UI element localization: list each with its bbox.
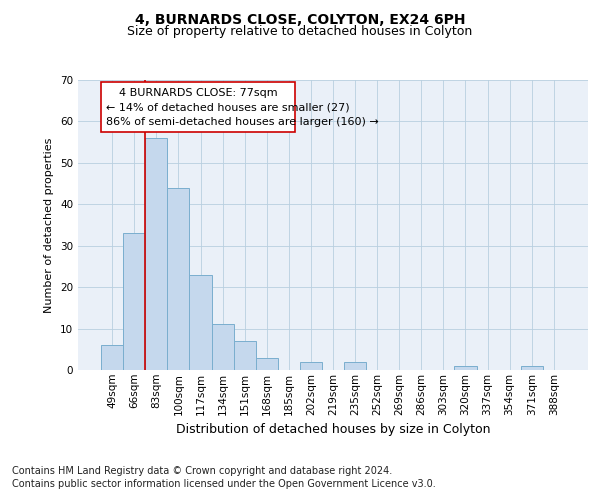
Bar: [145, 138, 167, 370]
FancyBboxPatch shape: [101, 82, 295, 132]
Bar: [300, 362, 322, 370]
Y-axis label: Number of detached properties: Number of detached properties: [44, 138, 55, 312]
Bar: [123, 234, 145, 370]
Text: Size of property relative to detached houses in Colyton: Size of property relative to detached ho…: [127, 25, 473, 38]
Text: Contains HM Land Registry data © Crown copyright and database right 2024.: Contains HM Land Registry data © Crown c…: [12, 466, 392, 476]
Text: ← 14% of detached houses are smaller (27): ← 14% of detached houses are smaller (27…: [106, 103, 349, 113]
Bar: [101, 345, 123, 370]
Bar: [256, 358, 278, 370]
Bar: [212, 324, 233, 370]
Bar: [344, 362, 366, 370]
Text: 4, BURNARDS CLOSE, COLYTON, EX24 6PH: 4, BURNARDS CLOSE, COLYTON, EX24 6PH: [135, 12, 465, 26]
Text: Distribution of detached houses by size in Colyton: Distribution of detached houses by size …: [176, 422, 490, 436]
Bar: [233, 341, 256, 370]
Text: 4 BURNARDS CLOSE: 77sqm: 4 BURNARDS CLOSE: 77sqm: [119, 88, 278, 99]
Bar: [167, 188, 190, 370]
Bar: [521, 366, 543, 370]
Text: 86% of semi-detached houses are larger (160) →: 86% of semi-detached houses are larger (…: [106, 118, 379, 128]
Text: Contains public sector information licensed under the Open Government Licence v3: Contains public sector information licen…: [12, 479, 436, 489]
Bar: [190, 274, 212, 370]
Bar: [454, 366, 476, 370]
